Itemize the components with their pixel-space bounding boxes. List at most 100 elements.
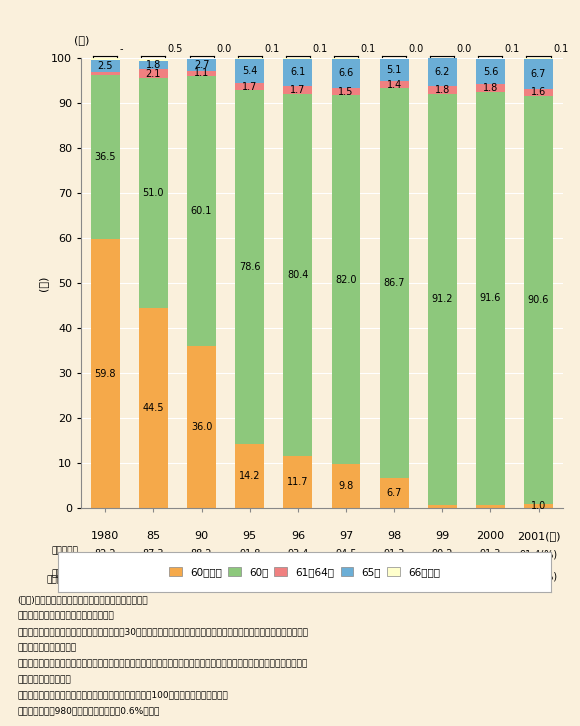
Text: ６．１980年には、年齢不明が0.6%ある。: ６．１980年には、年齢不明が0.6%ある。 <box>17 706 160 716</box>
Text: 91.3: 91.3 <box>480 549 501 559</box>
Bar <box>91 58 119 60</box>
Bar <box>332 59 360 89</box>
Text: 99: 99 <box>435 531 450 541</box>
Text: 一律定年制: 一律定年制 <box>52 569 79 578</box>
Text: 1.5: 1.5 <box>338 86 354 97</box>
Text: 14.2: 14.2 <box>239 471 260 481</box>
Bar <box>524 504 553 508</box>
Text: 94.5: 94.5 <box>335 549 357 559</box>
Bar <box>235 83 264 91</box>
Text: る割合。: る割合。 <box>17 675 71 684</box>
Bar <box>476 59 505 84</box>
Text: 92.8: 92.8 <box>191 571 212 582</box>
Text: 91.8: 91.8 <box>239 549 260 559</box>
Bar <box>380 59 408 81</box>
Text: 51.0: 51.0 <box>143 188 164 198</box>
Bar <box>139 308 168 508</box>
Bar <box>476 92 505 505</box>
Text: 1.8: 1.8 <box>483 83 498 93</box>
Text: 1.1: 1.1 <box>194 68 209 78</box>
Text: 11.7: 11.7 <box>287 477 309 487</box>
Bar <box>91 72 119 75</box>
Text: 97.8: 97.8 <box>480 571 501 582</box>
Bar <box>187 76 216 346</box>
Text: 60.1: 60.1 <box>191 206 212 216</box>
Text: 85: 85 <box>146 531 161 541</box>
Text: 91.4(%): 91.4(%) <box>520 549 557 559</box>
Text: (備考)１．厚生労働省「雇用管理調査」により作成。: (備考)１．厚生労働省「雇用管理調査」により作成。 <box>17 596 148 605</box>
Bar <box>139 61 168 69</box>
Bar <box>476 505 505 508</box>
Bar <box>284 455 312 508</box>
Bar <box>380 81 408 88</box>
Text: (％): (％) <box>74 35 89 44</box>
Text: 95: 95 <box>242 531 257 541</box>
Bar <box>139 69 168 78</box>
Text: 86.7: 86.7 <box>383 278 405 288</box>
Text: 88.2: 88.2 <box>191 549 212 559</box>
Text: 0.1: 0.1 <box>505 44 520 54</box>
Bar <box>235 444 264 508</box>
Text: 94.7: 94.7 <box>383 571 405 582</box>
Text: 5.6: 5.6 <box>483 67 498 76</box>
Text: 0.0: 0.0 <box>456 44 472 54</box>
Bar <box>428 58 456 86</box>
Text: 96.2: 96.2 <box>287 571 309 582</box>
Text: 90.2: 90.2 <box>432 549 453 559</box>
Text: ４．「定年制実施企業割合」は、全企業に占める割合。「一律定年制採用企業割合」は、定年制実施企業に占め: ４．「定年制実施企業割合」は、全企業に占める割合。「一律定年制採用企業割合」は、… <box>17 659 307 668</box>
Text: 0.0: 0.0 <box>408 44 424 54</box>
Bar <box>332 95 360 464</box>
Text: 80.5: 80.5 <box>143 571 164 582</box>
Text: 97: 97 <box>339 531 353 541</box>
Text: 90: 90 <box>194 531 209 541</box>
Text: 96.0: 96.0 <box>335 571 357 582</box>
Text: ３．調査対象は本社の常用労働者が30人以上の民営企業のうちから産業、企業規模別に層化して無作為に抽出: ３．調査対象は本社の常用労働者が30人以上の民営企業のうちから産業、企業規模別に… <box>17 627 308 637</box>
Bar <box>524 96 553 504</box>
Bar <box>91 75 119 239</box>
Bar <box>428 505 456 508</box>
Bar <box>187 59 216 70</box>
Bar <box>524 89 553 96</box>
Bar <box>139 78 168 308</box>
Text: 1.4: 1.4 <box>386 80 402 89</box>
Text: 90.6: 90.6 <box>528 295 549 305</box>
Text: 定年制実施: 定年制実施 <box>52 547 79 555</box>
Text: -: - <box>119 44 123 54</box>
Text: 6.6: 6.6 <box>338 68 354 78</box>
Text: 1.7: 1.7 <box>242 81 258 91</box>
Text: 97.1: 97.1 <box>432 571 453 582</box>
Bar <box>235 91 264 444</box>
Bar <box>284 86 312 94</box>
Text: した企業。: した企業。 <box>17 643 77 652</box>
Text: 2.7: 2.7 <box>194 60 209 70</box>
Legend: 60歳未満, 60歳, 61～64歳, 65歳, 66歳以上: 60歳未満, 60歳, 61～64歳, 65歳, 66歳以上 <box>165 563 444 581</box>
Text: 0.1: 0.1 <box>264 44 280 54</box>
Bar <box>524 59 553 89</box>
Text: ５．年齢別の数字は、一律定年制採用企業数を100としたときの値である。: ５．年齢別の数字は、一律定年制採用企業数を100としたときの値である。 <box>17 691 228 700</box>
Text: 5.4: 5.4 <box>242 65 258 76</box>
Bar <box>284 59 312 86</box>
Text: 1.8: 1.8 <box>434 85 450 95</box>
Text: 1.7: 1.7 <box>290 85 306 95</box>
Bar <box>476 84 505 92</box>
Text: 0.1: 0.1 <box>312 44 328 54</box>
Text: 91.6: 91.6 <box>480 293 501 303</box>
Text: 6.7: 6.7 <box>386 488 402 498</box>
Text: 1.0: 1.0 <box>531 501 546 511</box>
Bar <box>139 59 168 61</box>
Text: 96: 96 <box>291 531 305 541</box>
Text: 59.8: 59.8 <box>95 369 116 379</box>
Text: 82.2: 82.2 <box>95 549 116 559</box>
Text: 91.3: 91.3 <box>383 549 405 559</box>
Text: 44.5: 44.5 <box>143 403 164 413</box>
Bar <box>428 94 456 505</box>
Bar <box>235 59 264 83</box>
Text: 2.5: 2.5 <box>97 61 113 71</box>
Text: 96.8: 96.8 <box>239 571 260 582</box>
Bar <box>380 88 408 478</box>
Text: 5.1: 5.1 <box>386 65 402 75</box>
Text: 0.5: 0.5 <box>168 44 183 54</box>
Bar <box>380 478 408 508</box>
Text: 96.4(%): 96.4(%) <box>520 571 557 582</box>
Bar <box>91 239 119 508</box>
